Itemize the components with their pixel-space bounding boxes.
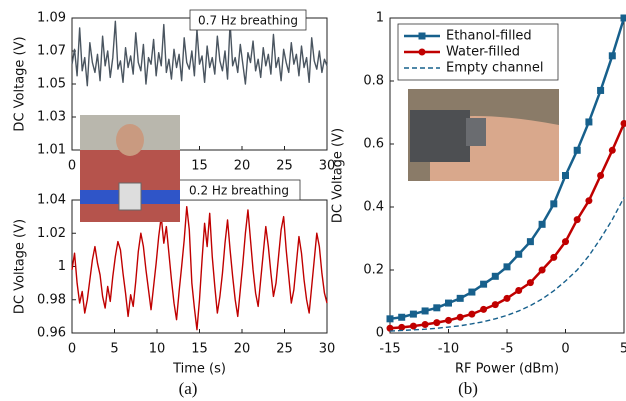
x-tick-label: 5 — [110, 342, 118, 357]
marker — [491, 301, 499, 309]
marker — [585, 118, 593, 126]
y-tick-label: 0.6 — [363, 137, 384, 152]
y-tick-label: 1 — [58, 259, 66, 274]
caption: (b) — [458, 379, 478, 398]
y-tick-label: 0.4 — [363, 200, 384, 215]
x-tick-label: -5 — [501, 342, 514, 357]
caption: (a) — [179, 379, 198, 398]
wrist-photo — [408, 89, 559, 181]
marker — [409, 322, 417, 330]
series-line — [71, 20, 328, 87]
marker — [456, 313, 464, 321]
legend-marker — [418, 48, 426, 56]
x-tick-label: 0 — [68, 342, 76, 357]
x-tick-label: 25 — [276, 342, 293, 357]
marker — [503, 263, 511, 271]
x-tick-label: 0 — [68, 159, 76, 174]
x-tick-label: 25 — [276, 159, 293, 174]
y-tick-label: 0.8 — [363, 74, 384, 89]
marker — [468, 310, 476, 318]
marker — [480, 305, 488, 313]
marker — [585, 197, 593, 205]
x-tick-label: 5 — [620, 342, 626, 357]
marker — [515, 286, 523, 294]
marker — [515, 250, 523, 258]
marker — [445, 299, 452, 307]
y-tick-label: 1 — [376, 11, 384, 26]
y-tick-label: 0 — [376, 326, 384, 341]
x-tick-label: 30 — [319, 342, 336, 357]
marker — [526, 238, 534, 246]
y-axis-label: DC Voltage (V) — [13, 36, 28, 131]
chest-photo — [80, 115, 180, 222]
marker — [562, 238, 569, 246]
y-tick-label: 0.2 — [363, 263, 384, 278]
x-tick-label: 20 — [234, 342, 251, 357]
marker — [550, 253, 558, 261]
y-tick-label: 1.07 — [37, 44, 66, 59]
y-tick-label: 1.04 — [37, 193, 66, 208]
marker — [433, 304, 441, 312]
x-axis-label: Time (s) — [172, 362, 226, 377]
y-tick-label: 1.01 — [37, 143, 66, 158]
marker — [409, 310, 417, 318]
marker — [573, 146, 581, 154]
marker — [550, 200, 558, 208]
x-tick-label: 20 — [234, 159, 251, 174]
marker — [503, 294, 511, 302]
y-tick-label: 0.98 — [37, 292, 66, 307]
marker — [597, 172, 605, 179]
legend-label: Water-filled — [446, 45, 520, 60]
marker — [538, 220, 546, 228]
x-tick-label: -15 — [379, 342, 400, 357]
marker — [433, 319, 441, 327]
marker — [445, 316, 452, 324]
series-line — [71, 205, 328, 331]
x-tick-label: 10 — [149, 342, 166, 357]
annotation-box — [189, 9, 307, 31]
marker — [480, 280, 488, 288]
marker — [398, 313, 406, 321]
marker — [386, 315, 394, 323]
marker — [620, 120, 626, 128]
annotation: 0.7 Hz breathing — [198, 14, 298, 28]
y-tick-label: 1.09 — [37, 11, 66, 26]
marker — [608, 146, 616, 154]
y-tick-label: 1.02 — [37, 226, 66, 241]
y-tick-label: 1.03 — [37, 110, 66, 125]
legend-label: Ethanol-filled — [446, 29, 532, 44]
marker — [398, 323, 406, 331]
marker — [597, 86, 605, 94]
y-axis-label: DC Voltage (V) — [331, 128, 346, 223]
marker — [456, 294, 464, 302]
x-tick-label: -10 — [438, 342, 459, 357]
x-tick-label: 15 — [191, 159, 208, 174]
marker — [526, 279, 534, 287]
legend-label: Empty channel — [446, 61, 544, 76]
legend-marker — [418, 32, 426, 40]
marker — [608, 52, 616, 60]
y-tick-label: 0.96 — [37, 326, 66, 341]
x-axis-label: RF Power (dBm) — [455, 362, 559, 377]
marker — [386, 324, 394, 332]
y-tick-label: 1.05 — [37, 77, 66, 92]
annotation: 0.2 Hz breathing — [189, 184, 289, 198]
marker — [620, 14, 626, 22]
x-tick-label: 15 — [191, 342, 208, 357]
marker — [421, 320, 429, 328]
marker — [491, 272, 499, 280]
marker — [538, 266, 546, 274]
x-tick-label: 30 — [319, 159, 336, 174]
marker — [562, 172, 569, 179]
y-axis-label: DC Voltage (V) — [13, 219, 28, 314]
marker — [421, 307, 429, 315]
x-tick-label: 0 — [561, 342, 569, 357]
marker — [573, 216, 581, 224]
marker — [468, 288, 476, 296]
